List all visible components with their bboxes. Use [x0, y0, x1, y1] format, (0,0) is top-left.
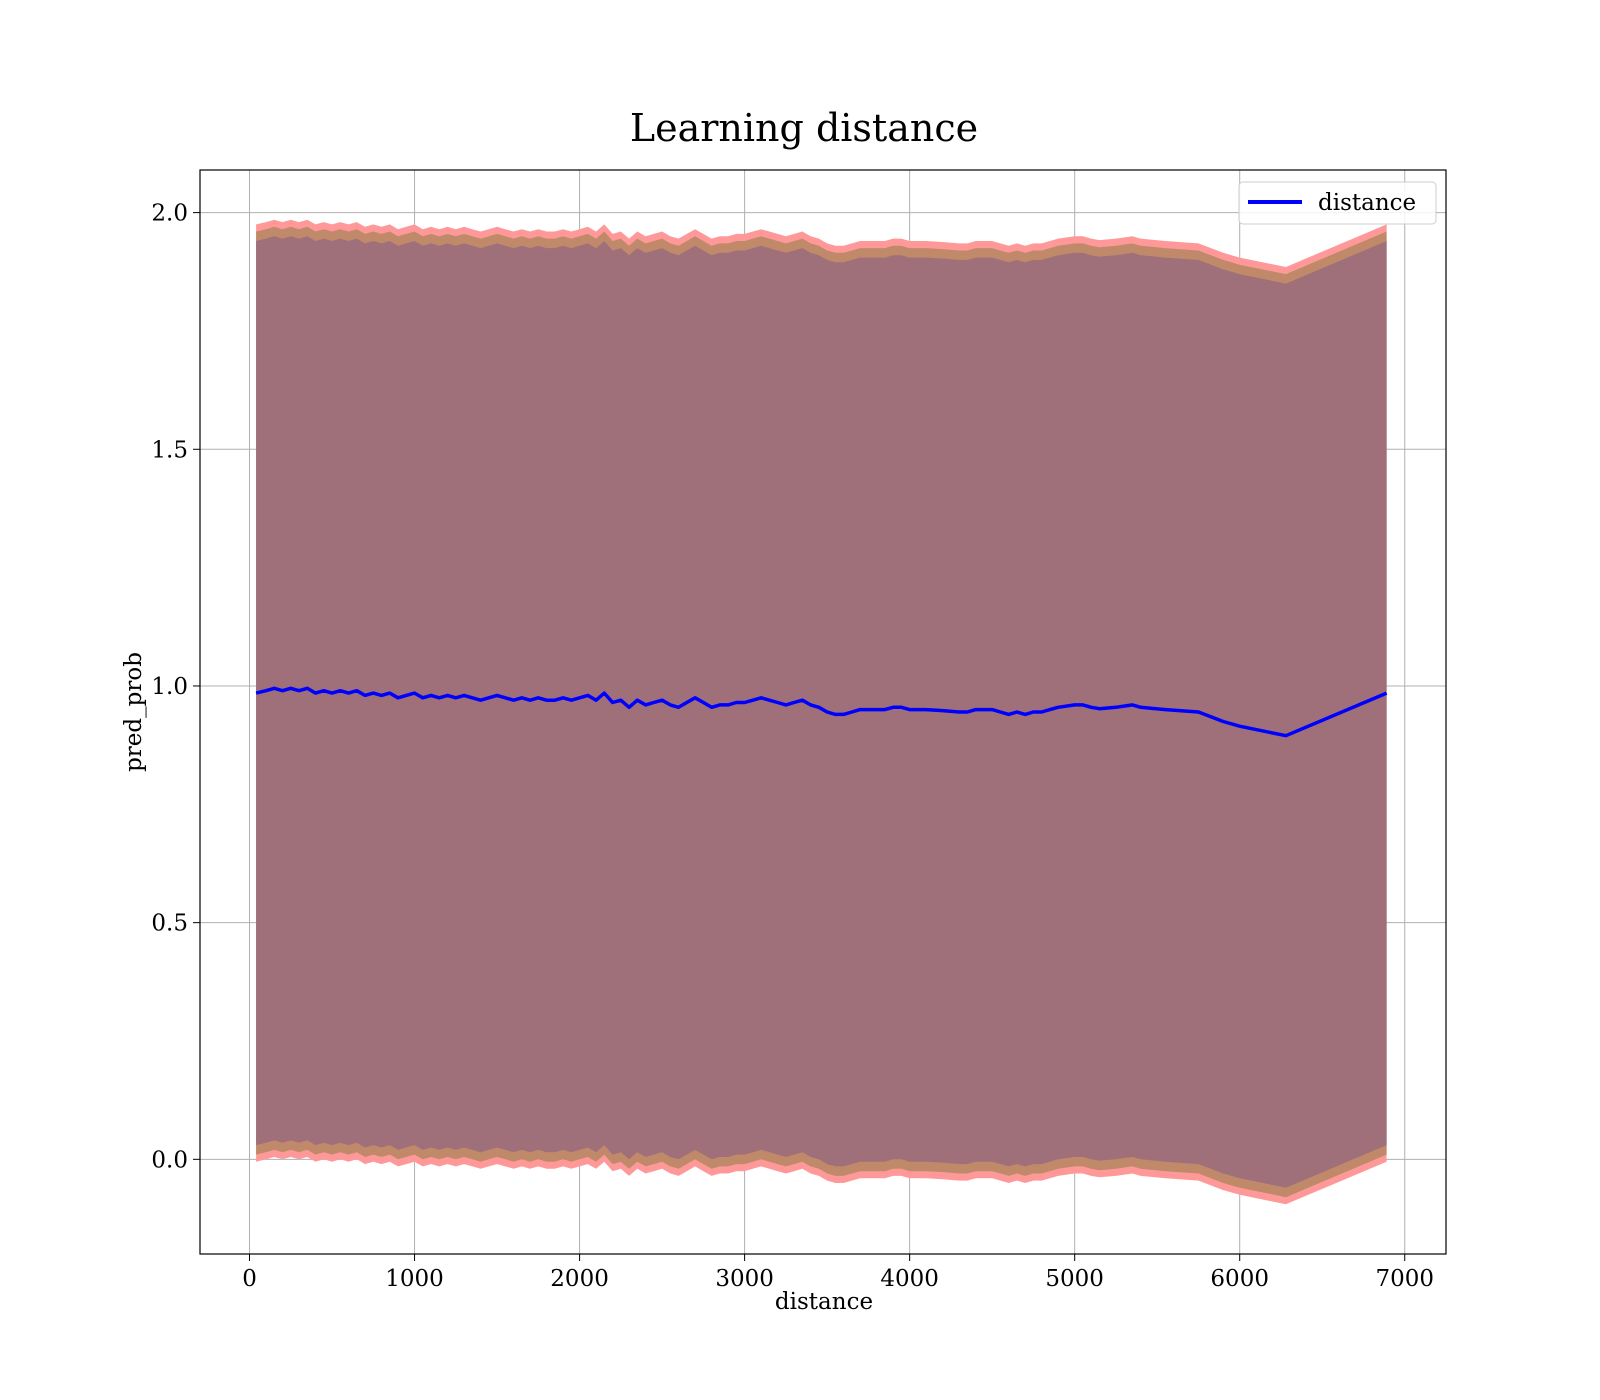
series-line-distance	[255, 686, 1388, 738]
x-tick-label-3: 3000	[715, 1266, 774, 1292]
chart-title: Learning distance	[630, 106, 978, 150]
x-tick-label-1: 1000	[385, 1266, 444, 1292]
y-axis-label: pred_prob	[121, 652, 147, 772]
y-tick-label-4: 2.0	[151, 201, 188, 227]
x-tick-label-7: 7000	[1375, 1266, 1434, 1292]
y-tick-label-0: 0.0	[151, 1147, 188, 1173]
band-inner	[256, 236, 1387, 1188]
x-axis-label: distance	[775, 1289, 873, 1315]
legend-label-distance: distance	[1318, 190, 1416, 216]
y-tick-label-3: 1.5	[151, 437, 188, 463]
y-axis-ticks: 0.0 0.5 1.0 1.5 2.0	[151, 201, 200, 1173]
confidence-bands	[256, 219, 1387, 1205]
plot-frame	[199, 169, 1447, 1255]
y-tick-label-2: 1.0	[151, 674, 188, 700]
x-tick-label-6: 6000	[1210, 1266, 1269, 1292]
x-tick-label-4: 4000	[880, 1266, 939, 1292]
x-tick-label-2: 2000	[550, 1266, 609, 1292]
y-tick-label-1: 0.5	[151, 911, 188, 937]
x-tick-label-5: 5000	[1045, 1266, 1104, 1292]
series-lines	[255, 686, 1388, 738]
x-axis-ticks: 0 1000 2000 3000 4000 5000 6000 7000	[242, 1254, 1434, 1292]
legend-box	[1238, 181, 1437, 225]
legend: distance	[1238, 181, 1437, 225]
x-tick-label-0: 0	[242, 1266, 257, 1292]
